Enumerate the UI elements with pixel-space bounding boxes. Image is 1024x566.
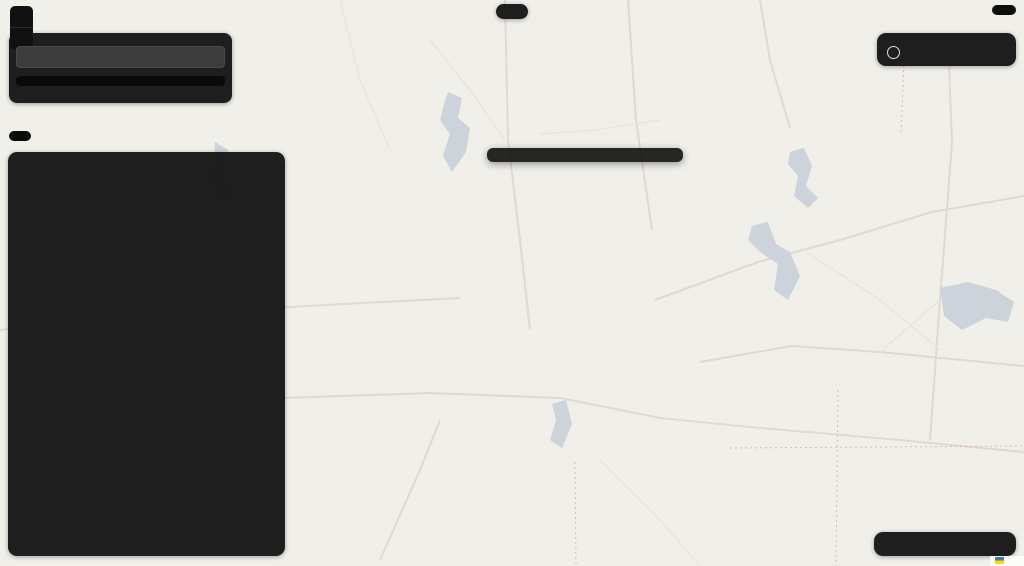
goto-zip-panel <box>9 33 232 103</box>
attribution-bar <box>990 556 1024 566</box>
zip-tooltip <box>487 148 683 162</box>
home-reset-button[interactable] <box>992 5 1016 15</box>
map-guide-button[interactable] <box>887 46 1006 59</box>
topzips-toggle-button[interactable] <box>9 131 31 141</box>
leaflet-flag-icon <box>995 557 1004 564</box>
title-bar <box>496 4 528 19</box>
layer-panel <box>877 33 1016 66</box>
lakes <box>210 92 1014 448</box>
legend <box>874 532 1016 556</box>
zip-input[interactable] <box>16 46 225 68</box>
zoom-in-button[interactable] <box>10 6 33 28</box>
topzips-panel <box>8 152 285 556</box>
question-icon <box>887 46 900 59</box>
go-button[interactable] <box>16 76 225 86</box>
minor-roads <box>339 0 941 566</box>
